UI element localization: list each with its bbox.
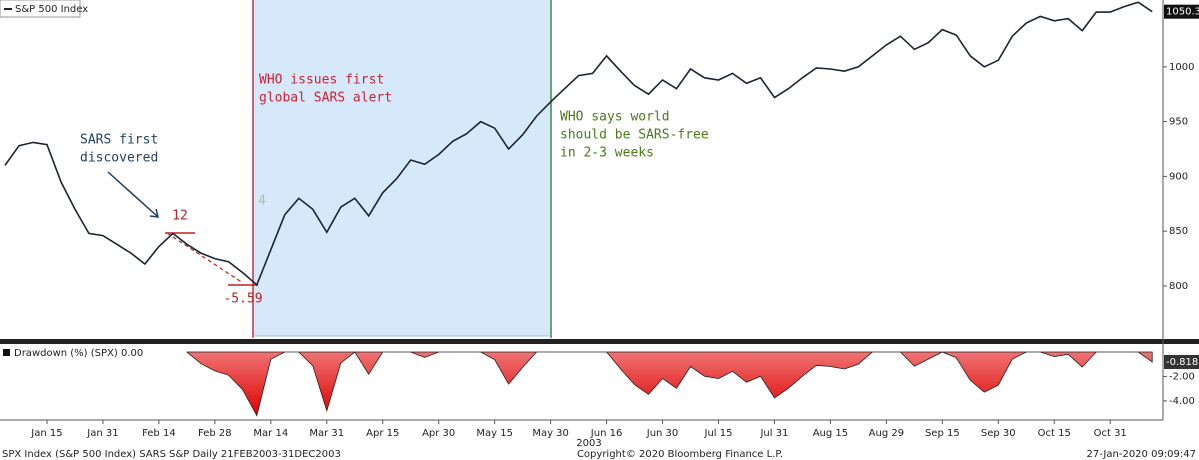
annotation: SARS first [80,133,158,148]
footer-right: 27-Jan-2020 09:09:47 [1087,449,1196,460]
line-series [4,1,1153,287]
x-tick-label: Mar 14 [253,428,288,439]
annotation: -5.59 [223,292,262,307]
legend-label: S&P 500 Index [15,4,88,15]
annotation-arrow [149,208,159,218]
x-tick-label: Feb 14 [142,428,176,439]
footer-left: SPX Index (S&P 500 Index) SARS S&P Daily… [2,449,341,460]
annotation: should be SARS-free [560,128,709,143]
y-tick-label: -2.00 [1169,371,1195,382]
x-tick-label: Jun 16 [590,428,623,439]
last-value-box [1164,354,1199,369]
x-tick-label: Sep 15 [925,428,960,439]
annotation: discovered [80,151,158,166]
x-tick-label: Apr 15 [366,428,399,439]
x-tick-label: Jan 31 [86,428,118,439]
last-value-label: 1050.35 [1166,7,1199,18]
legend-swatch [3,349,10,356]
annotation: 12 [172,209,188,224]
x-tick-label: Aug 15 [813,428,848,439]
annotation-line [166,232,244,284]
annotation: WHO issues first [259,73,384,88]
x-tick-label: Feb 28 [198,428,232,439]
area-series [186,351,1153,417]
panel-separator [0,339,1199,344]
last-value-box [1164,4,1199,19]
annotation: WHO says world [560,110,670,125]
x-tick-label: May 15 [476,428,513,439]
x-tick-label: Jul 15 [704,428,733,439]
x-tick-label: Apr 30 [422,428,455,439]
x-axis-label: 2003 [576,438,601,449]
y-tick-label: 900 [1169,171,1188,182]
footer-center: Copyright© 2020 Bloomberg Finance L.P. [577,449,783,460]
annotation: 4 [258,194,266,209]
x-tick-label: Mar 31 [309,428,344,439]
legend-box [0,0,81,18]
x-tick-label: Aug 29 [869,428,904,439]
y-tick-label: 950 [1169,117,1188,128]
x-tick-label: Jun 30 [646,428,679,439]
x-tick-label: Sep 30 [981,428,1016,439]
x-tick-label: Oct 15 [1038,428,1071,439]
y-tick-label: 800 [1169,281,1188,292]
x-tick-label: May 30 [532,428,569,439]
y-tick-label: 850 [1169,226,1188,237]
x-tick-label: Jan 15 [30,428,62,439]
event-shade [253,0,551,336]
legend-label: Drawdown (%) (SPX) 0.00 [14,348,143,359]
annotation: global SARS alert [259,91,392,106]
annotation-arrow [107,171,158,217]
x-tick-label: Oct 31 [1094,428,1127,439]
y-tick-label: 1000 [1169,62,1194,73]
y-tick-label: -4.00 [1169,396,1195,407]
x-tick-label: Jul 31 [759,428,788,439]
annotation: in 2-3 weeks [560,146,654,161]
last-value-label: -0.8187 [1166,357,1199,368]
